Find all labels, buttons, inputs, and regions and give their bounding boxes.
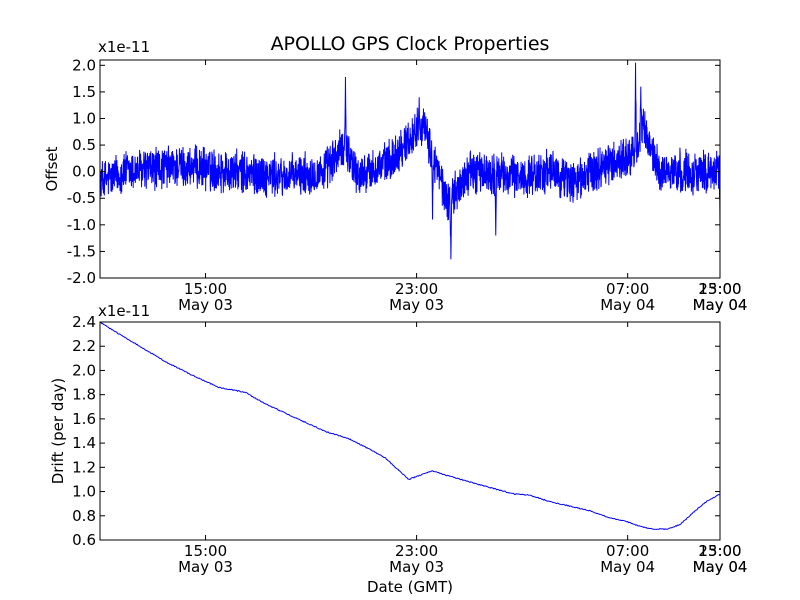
x-axis-label: Date (GMT): [367, 578, 453, 596]
x-tick-label-time: 23:00: [395, 542, 438, 560]
y-tick-label: 2.0: [72, 361, 96, 379]
offset-series-line: [99, 62, 721, 260]
x-tick-label-time: 15:00: [184, 280, 227, 298]
y-tick-label: -2.0: [67, 269, 96, 287]
x-tick-label-date: May 04: [693, 296, 748, 314]
y-tick-label: 1.4: [72, 434, 96, 452]
y-tick-label: 1.0: [72, 483, 96, 501]
chart-title: APOLLO GPS Clock Properties: [271, 33, 550, 55]
x-tick-label-date: May 03: [389, 296, 444, 314]
drift-y-ticks: 0.6 0.8 1.0 1.2 1.4 1.6 1.8 2.0 2.2 2.4: [72, 313, 720, 549]
x-tick-label-time: 07:00: [606, 280, 649, 298]
y-tick-label: 2.4: [72, 313, 96, 331]
offset-axes-frame: [99, 59, 721, 279]
y-tick-label: 0.0: [72, 163, 96, 181]
x-tick-label-time: 15:00: [698, 280, 741, 298]
y-tick-label: 2.2: [72, 337, 96, 355]
drift-multiplier: x1e-11: [98, 302, 150, 320]
drift-panel: 0.60.81.01.21.41.61.82.02.22.4 15:00May …: [49, 302, 747, 596]
y-tick-label: 0.8: [72, 507, 96, 525]
drift-plot-area: [100, 322, 720, 540]
drift-axes-frame: [99, 321, 721, 541]
offset-y-ticks: -2.0 -1.5 -1.0 -0.5 0.0 0.5 1.0 1.5 2.0: [67, 56, 720, 287]
y-tick-label: 0.6: [72, 531, 96, 549]
x-tick-label-time: 15:00: [184, 542, 227, 560]
y-tick-label: -1.5: [67, 242, 96, 260]
y-tick-label: 0.5: [72, 136, 96, 154]
x-tick-label-date: May 03: [178, 296, 233, 314]
x-tick-label-date: May 04: [600, 558, 655, 576]
x-tick-label-time: 07:00: [606, 542, 649, 560]
x-tick-label-date: May 03: [178, 558, 233, 576]
x-tick-label-time: 23:00: [698, 542, 741, 560]
y-tick-label: 1.2: [72, 458, 96, 476]
x-tick-label-time: 23:00: [698, 280, 741, 298]
y-tick-label: 1.5: [72, 83, 96, 101]
x-tick-label-date: May 04: [693, 558, 748, 576]
x-tick-label-time: 23:00: [395, 280, 438, 298]
x-tick-label-date: May 04: [600, 296, 655, 314]
y-tick-label: 1.0: [72, 109, 96, 127]
y-tick-label: 1.8: [72, 386, 96, 404]
x-tick-label-date: May 04: [693, 296, 748, 314]
x-tick-label-date: May 03: [389, 558, 444, 576]
x-tick-label-date: May 04: [693, 558, 748, 576]
y-tick-label: -0.5: [67, 189, 96, 207]
drift-y-axis-label: Drift (per day): [49, 378, 67, 485]
y-tick-label: 2.0: [72, 56, 96, 74]
y-tick-label: 1.6: [72, 410, 96, 428]
offset-multiplier: x1e-11: [98, 38, 150, 56]
y-tick-label: -1.0: [67, 216, 96, 234]
offset-y-axis-label: Offset: [43, 146, 61, 191]
offset-panel: -2.0-1.5-1.0-0.50.00.51.01.52.0 15:00May…: [43, 38, 747, 314]
drift-series-line: [99, 321, 721, 531]
x-tick-label-time: 15:00: [698, 542, 741, 560]
